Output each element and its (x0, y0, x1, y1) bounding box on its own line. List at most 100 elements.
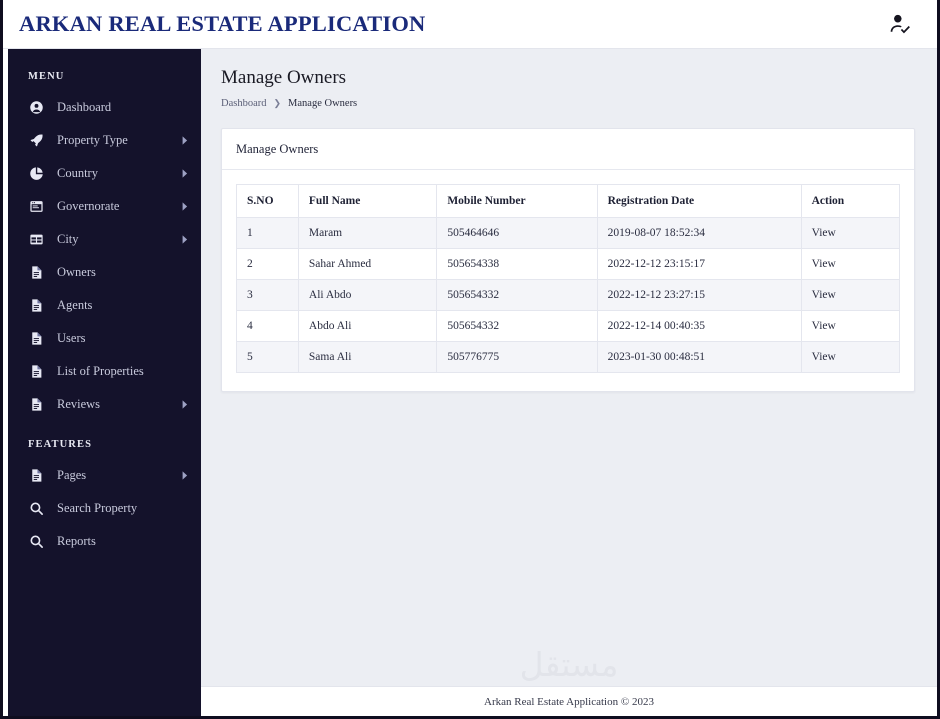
table-row: 4 Abdo Ali 505654332 2022-12-14 00:40:35… (236, 310, 901, 342)
cell-reg-date: 2019-08-07 18:52:34 (596, 217, 802, 249)
breadcrumb-separator-icon: ❯ (273, 98, 282, 108)
view-link[interactable]: View (811, 289, 836, 301)
table-grid-icon (28, 231, 45, 248)
sidebar-item-label: Users (57, 331, 86, 345)
column-header-action[interactable]: Action (800, 184, 901, 218)
cell-mobile: 505654332 (436, 310, 598, 342)
watermark: مستقل (519, 645, 619, 684)
table-header-row: S.NO Full Name Mobile Number Registratio… (236, 184, 901, 218)
sidebar-item-city[interactable]: City (8, 223, 201, 256)
cell-sno: 1 (236, 217, 299, 249)
application-title: ARKAN REAL ESTATE APPLICATION (19, 11, 426, 36)
breadcrumb-item-dashboard[interactable]: Dashboard (221, 98, 267, 109)
sidebar-item-agents[interactable]: Agents (8, 289, 201, 322)
sidebar-item-label: Country (57, 166, 98, 180)
sidebar-item-label: Pages (57, 468, 87, 482)
footer: Arkan Real Estate Application © 2023 (201, 686, 937, 716)
sidebar-item-label: Governorate (57, 199, 120, 213)
cell-sno: 3 (236, 279, 299, 311)
manage-owners-card: Manage Owners S.NO Full Name Mobile Numb… (221, 128, 915, 392)
document-icon (28, 396, 45, 413)
sidebar-item-label: Reports (57, 534, 96, 548)
cell-reg-date: 2023-01-30 00:48:51 (596, 341, 802, 373)
pie-chart-icon (28, 165, 45, 182)
view-link[interactable]: View (811, 351, 836, 363)
chevron-right-icon (181, 169, 189, 179)
document-icon (28, 330, 45, 347)
cell-action: View (800, 310, 901, 342)
chevron-right-icon (181, 136, 189, 146)
owners-table: S.NO Full Name Mobile Number Registratio… (236, 184, 901, 373)
column-header-mobile[interactable]: Mobile Number (436, 184, 598, 218)
view-link[interactable]: View (811, 227, 836, 239)
column-header-reg-date[interactable]: Registration Date (596, 184, 802, 218)
view-link[interactable]: View (811, 258, 836, 270)
cell-sno: 5 (236, 341, 299, 373)
table-row: 2 Sahar Ahmed 505654338 2022-12-12 23:15… (236, 248, 901, 280)
user-check-icon[interactable] (885, 9, 915, 39)
sidebar-item-governorate[interactable]: Governorate (8, 190, 201, 223)
view-link[interactable]: View (811, 320, 836, 332)
sidebar-item-owners[interactable]: Owners (8, 256, 201, 289)
sidebar-section-label-features: FEATURES (28, 439, 93, 450)
cell-reg-date: 2022-12-12 23:15:17 (596, 248, 802, 280)
cell-action: View (800, 248, 901, 280)
document-icon (28, 363, 45, 380)
sidebar-item-label: Agents (57, 298, 93, 312)
sidebar-navigation: MENU Dashboard Property Type Country (8, 49, 201, 716)
chevron-right-icon (181, 235, 189, 245)
breadcrumb: Dashboard ❯ Manage Owners (201, 89, 937, 109)
chevron-right-icon (181, 202, 189, 212)
cell-reg-date: 2022-12-14 00:40:35 (596, 310, 802, 342)
column-header-sno[interactable]: S.NO (236, 184, 299, 218)
cell-sno: 2 (236, 248, 299, 280)
user-circle-icon (28, 99, 45, 116)
sidebar-item-pages[interactable]: Pages (8, 459, 201, 492)
sidebar-item-search-property[interactable]: Search Property (8, 492, 201, 525)
sidebar-item-users[interactable]: Users (8, 322, 201, 355)
cell-action: View (800, 279, 901, 311)
sidebar-item-label: Owners (57, 265, 96, 279)
card-body: S.NO Full Name Mobile Number Registratio… (222, 170, 914, 391)
table-header: S.NO Full Name Mobile Number Registratio… (236, 184, 901, 218)
top-header-bar: ARKAN REAL ESTATE APPLICATION (3, 0, 937, 49)
sidebar-item-label: City (57, 232, 79, 246)
cell-full-name: Maram (297, 217, 438, 249)
table-row: 5 Sama Ali 505776775 2023-01-30 00:48:51… (236, 341, 901, 373)
sidebar-item-label: Search Property (57, 501, 138, 515)
sidebar-item-label: Dashboard (57, 100, 112, 114)
cell-full-name: Sama Ali (297, 341, 438, 373)
cell-full-name: Sahar Ahmed (297, 248, 438, 280)
sidebar-item-property-type[interactable]: Property Type (8, 124, 201, 157)
cell-reg-date: 2022-12-12 23:27:15 (596, 279, 802, 311)
rocket-icon (28, 132, 45, 149)
cell-action: View (800, 341, 901, 373)
card-title: Manage Owners (222, 129, 914, 170)
document-icon (28, 297, 45, 314)
sidebar-item-label: Property Type (57, 133, 128, 147)
cell-mobile: 505776775 (436, 341, 598, 373)
sidebar-item-reviews[interactable]: Reviews (8, 388, 201, 421)
chevron-right-icon (181, 400, 189, 410)
document-icon (28, 467, 45, 484)
sidebar-item-list-of-properties[interactable]: List of Properties (8, 355, 201, 388)
table-body: 1 Maram 505464646 2019-08-07 18:52:34 Vi… (236, 217, 901, 373)
sidebar-item-label: Reviews (57, 397, 101, 411)
sidebar-item-label: List of Properties (57, 364, 144, 378)
main-content-area: Manage Owners Dashboard ❯ Manage Owners … (201, 49, 937, 716)
cell-mobile: 505464646 (436, 217, 598, 249)
table-row: 3 Ali Abdo 505654332 2022-12-12 23:27:15… (236, 279, 901, 311)
document-icon (28, 264, 45, 281)
column-header-full-name[interactable]: Full Name (297, 184, 438, 218)
sidebar-item-dashboard[interactable]: Dashboard (8, 91, 201, 124)
cell-action: View (800, 217, 901, 249)
window-icon (28, 198, 45, 215)
sidebar-section-label-menu: MENU (28, 71, 65, 82)
cell-mobile: 505654332 (436, 279, 598, 311)
sidebar-item-reports[interactable]: Reports (8, 525, 201, 558)
page-title: Manage Owners (221, 67, 347, 88)
cell-mobile: 505654338 (436, 248, 598, 280)
sidebar-item-country[interactable]: Country (8, 157, 201, 190)
table-row: 1 Maram 505464646 2019-08-07 18:52:34 Vi… (236, 217, 901, 249)
